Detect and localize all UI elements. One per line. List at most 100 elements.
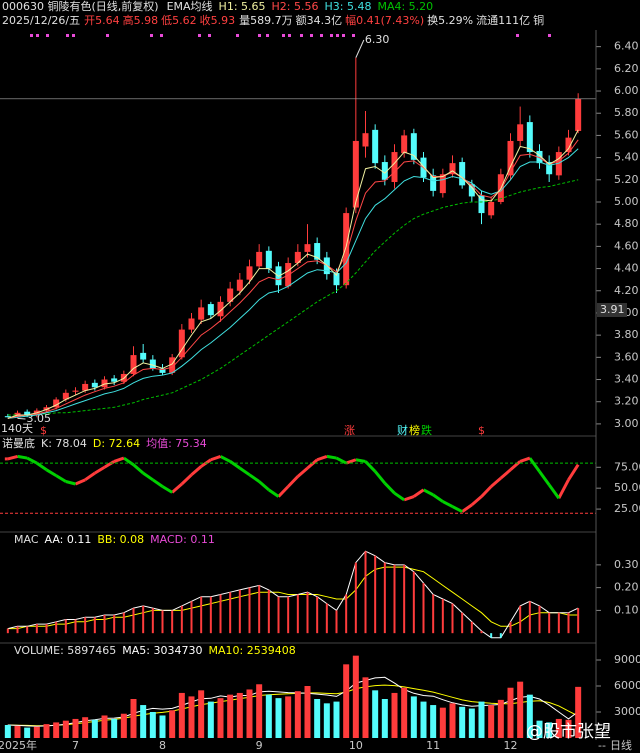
k-segment [461, 503, 473, 513]
k-segment [277, 485, 290, 498]
legend-entry: VOLUME: 5897465 [14, 644, 116, 657]
volume-bar [82, 717, 89, 738]
k-segment [26, 456, 38, 465]
y-tick-label: 3.00 [614, 417, 639, 430]
signal-dot [72, 34, 75, 37]
k-segment [190, 465, 203, 476]
volume-bar [314, 699, 321, 738]
k-segment [345, 458, 357, 465]
k-segment [499, 468, 512, 480]
y-tick-label: 4.40 [614, 262, 639, 275]
k-segment [412, 488, 425, 498]
x-tick-label: 12 [504, 739, 518, 752]
volume-bar [285, 696, 292, 738]
series-line [7, 129, 579, 419]
volume-bar [430, 705, 437, 738]
y-tick-label: 50.00 [614, 481, 640, 494]
signal: 跌 [421, 423, 432, 437]
volume-bar [497, 699, 504, 738]
period-label: 日线 [610, 738, 632, 752]
volume-bar [478, 701, 485, 738]
volume-bar [33, 726, 40, 738]
signal-dot [352, 34, 355, 37]
signal-dot [300, 34, 303, 37]
signal-dot [320, 34, 323, 37]
volume-bar [207, 701, 214, 738]
volume-bar [120, 713, 127, 738]
volume-bar [555, 718, 562, 738]
volume-bar [198, 690, 205, 738]
volume-bar [343, 664, 350, 738]
legend-entry: BB: 0.08 [97, 533, 144, 546]
k-segment [316, 454, 328, 462]
k-segment [393, 491, 406, 502]
series-line [7, 179, 579, 416]
k-segment [490, 477, 502, 488]
volume-bar [459, 706, 466, 738]
volume-bar [575, 686, 582, 738]
signal-dot [258, 34, 261, 37]
legend-entry: H1: 5.65 [219, 0, 266, 13]
y-tick-label: 4.60 [614, 239, 639, 252]
signal-dot [198, 34, 201, 37]
k-segment [84, 471, 96, 482]
volume-bar [149, 712, 156, 738]
signal-dot [46, 34, 49, 37]
signal-dot [208, 34, 211, 37]
panel-header: VOLUME: 5897465 MA5: 3034730 MA10: 2539408 [14, 644, 296, 657]
volume-bar [372, 690, 379, 738]
k-segment [142, 471, 154, 482]
k-segment [219, 455, 231, 463]
volume-bar [420, 701, 427, 738]
k-segment [55, 474, 67, 483]
volume-bar [449, 703, 456, 738]
k-segment [306, 458, 319, 470]
signal-dot [66, 34, 69, 37]
series-line [7, 566, 579, 630]
volume-bar [488, 705, 495, 738]
y-tick-label: 3.20 [614, 395, 639, 408]
volume-bar [72, 718, 79, 738]
close: 收5.93 [200, 13, 236, 27]
k-segment [161, 485, 173, 494]
k-segment [374, 470, 386, 485]
volume-bar [468, 708, 475, 738]
volume-bar [4, 725, 11, 738]
k-segment [229, 460, 241, 470]
volume-bar [169, 710, 176, 738]
signal-dot [30, 34, 33, 37]
volume-bar [111, 718, 118, 738]
date: 2025/12/26/五 [2, 14, 80, 27]
k-segment [470, 495, 483, 507]
k-segment [210, 454, 221, 462]
y-tick-label: 5.00 [614, 195, 639, 208]
k-segment [296, 466, 309, 478]
k-segment [113, 456, 125, 463]
signal-dot [236, 34, 239, 37]
high-label: 6.30 [365, 33, 390, 46]
volume-bar [304, 686, 311, 738]
k-segment [451, 505, 463, 513]
signal-dot [150, 34, 153, 37]
volume-bar [246, 689, 253, 738]
open: 开5.64 [84, 14, 120, 27]
k-segment [442, 500, 454, 508]
volume-bar [130, 699, 137, 738]
k-segment [94, 465, 106, 475]
k-segment [528, 457, 541, 473]
y-tick-label: 25.00 [614, 502, 640, 515]
panel-title: MAC [14, 533, 39, 546]
sector: 铜 [533, 13, 544, 27]
signal-dot [282, 34, 285, 37]
volume-bar [507, 687, 514, 738]
volume-bar [536, 720, 543, 738]
legend-entry: MACD: 0.11 [150, 533, 215, 546]
panel-header: MAC AA: 0.11 BB: 0.08 MACD: 0.11 [14, 533, 215, 546]
x-tick-label: 2025年 [0, 738, 37, 752]
turnover: 换5.29% [427, 13, 473, 27]
volume-bar [140, 705, 147, 738]
volume-bar [401, 687, 408, 738]
